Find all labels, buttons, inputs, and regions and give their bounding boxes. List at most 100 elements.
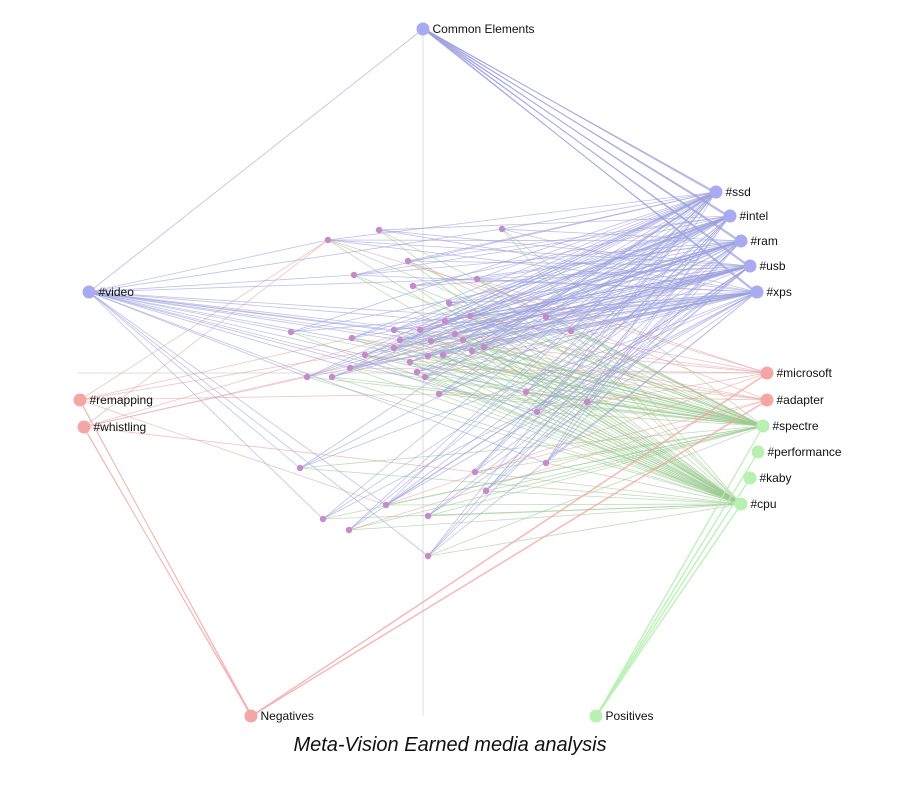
document-term-link (353, 191, 717, 276)
document-term-link (419, 329, 742, 505)
document-term-link (427, 291, 758, 557)
hub-link (250, 372, 768, 717)
document-term-link (501, 228, 758, 293)
document-term-link (427, 503, 742, 557)
document-term-link (483, 215, 731, 348)
document-term-link (290, 331, 764, 427)
document-term-link (348, 399, 768, 531)
node-usb: #usb (743, 259, 786, 273)
hub-link (595, 477, 751, 717)
document-term-link (88, 291, 308, 378)
node-label-microsoft: #microsoft (777, 366, 833, 380)
hub-link (424, 28, 731, 219)
node-circle (760, 366, 774, 380)
document-term-link (299, 191, 717, 469)
document-term-link (419, 329, 768, 374)
document-term-link (83, 339, 464, 428)
document-term-link (88, 291, 547, 464)
hub-link (595, 451, 759, 717)
node-ram: #ram (734, 234, 778, 248)
document-term-link (88, 291, 421, 331)
document-node (416, 326, 424, 334)
document-term-link (438, 215, 731, 395)
document-term-link (385, 240, 742, 506)
document-term-link (442, 354, 742, 505)
hub-link (250, 399, 768, 717)
document-node (390, 344, 398, 352)
node-circle (77, 420, 91, 434)
document-term-link (306, 191, 717, 378)
node-cpu: #cpu (734, 497, 777, 511)
node-circle (743, 471, 757, 485)
document-term-link (88, 291, 395, 349)
document-term-link (427, 215, 731, 557)
links-layer (79, 28, 768, 717)
document-term-link (88, 291, 464, 341)
node-video: #video (82, 285, 134, 299)
document-term-link (322, 191, 717, 520)
document-node (427, 337, 435, 345)
document-node (390, 326, 398, 334)
document-node (424, 552, 432, 560)
document-term-link (427, 291, 758, 517)
document-term-link (79, 239, 329, 401)
node-circle (589, 709, 603, 723)
document-term-link (88, 274, 355, 293)
node-circle (82, 285, 96, 299)
document-term-link (438, 265, 751, 395)
document-node (346, 364, 354, 372)
node-pos: Positives (589, 709, 654, 723)
node-neg: Negatives (244, 709, 314, 723)
document-term-link (536, 191, 717, 413)
document-term-link (331, 376, 742, 505)
document-term-link (545, 425, 764, 464)
node-circle (244, 709, 258, 723)
node-label-usb: #usb (760, 259, 786, 273)
node-circle (723, 209, 737, 223)
document-node (533, 408, 541, 416)
document-term-link (476, 278, 768, 374)
hub-link (79, 400, 253, 717)
document-term-link (476, 191, 717, 280)
document-node (445, 299, 453, 307)
document-term-link (79, 340, 432, 401)
document-term-link (462, 291, 758, 341)
node-label-performance: #performance (768, 445, 842, 459)
document-node (542, 459, 550, 467)
document-node (350, 271, 358, 279)
document-node (361, 351, 369, 359)
document-term-link (427, 265, 751, 517)
document-term-link (351, 191, 717, 339)
document-term-link (427, 240, 742, 557)
document-term-link (385, 503, 742, 506)
document-term-link (438, 393, 764, 427)
document-term-link (416, 215, 731, 373)
document-term-link (79, 393, 440, 401)
document-term-link (427, 355, 764, 427)
document-node (287, 328, 295, 336)
document-term-link (462, 240, 742, 341)
document-node (328, 373, 336, 381)
document-term-link (322, 291, 758, 520)
document-term-link (462, 339, 764, 427)
document-node (498, 225, 506, 233)
figure-caption: Meta-Vision Earned media analysis (293, 734, 607, 756)
document-node (348, 334, 356, 342)
document-term-link (393, 215, 731, 331)
node-circle (743, 259, 757, 273)
node-circle (734, 497, 748, 511)
hub-link (424, 28, 717, 195)
node-spectre: #spectre (756, 419, 819, 433)
document-term-link (88, 291, 292, 333)
document-term-link (525, 191, 717, 393)
document-term-link (88, 291, 432, 342)
document-term-link (586, 215, 731, 403)
document-term-link (327, 239, 768, 374)
document-node (424, 352, 432, 360)
document-term-link (483, 346, 742, 505)
hub-link (424, 28, 751, 269)
document-term-link (83, 239, 329, 428)
document-term-link (353, 240, 742, 276)
document-term-link (83, 320, 446, 428)
